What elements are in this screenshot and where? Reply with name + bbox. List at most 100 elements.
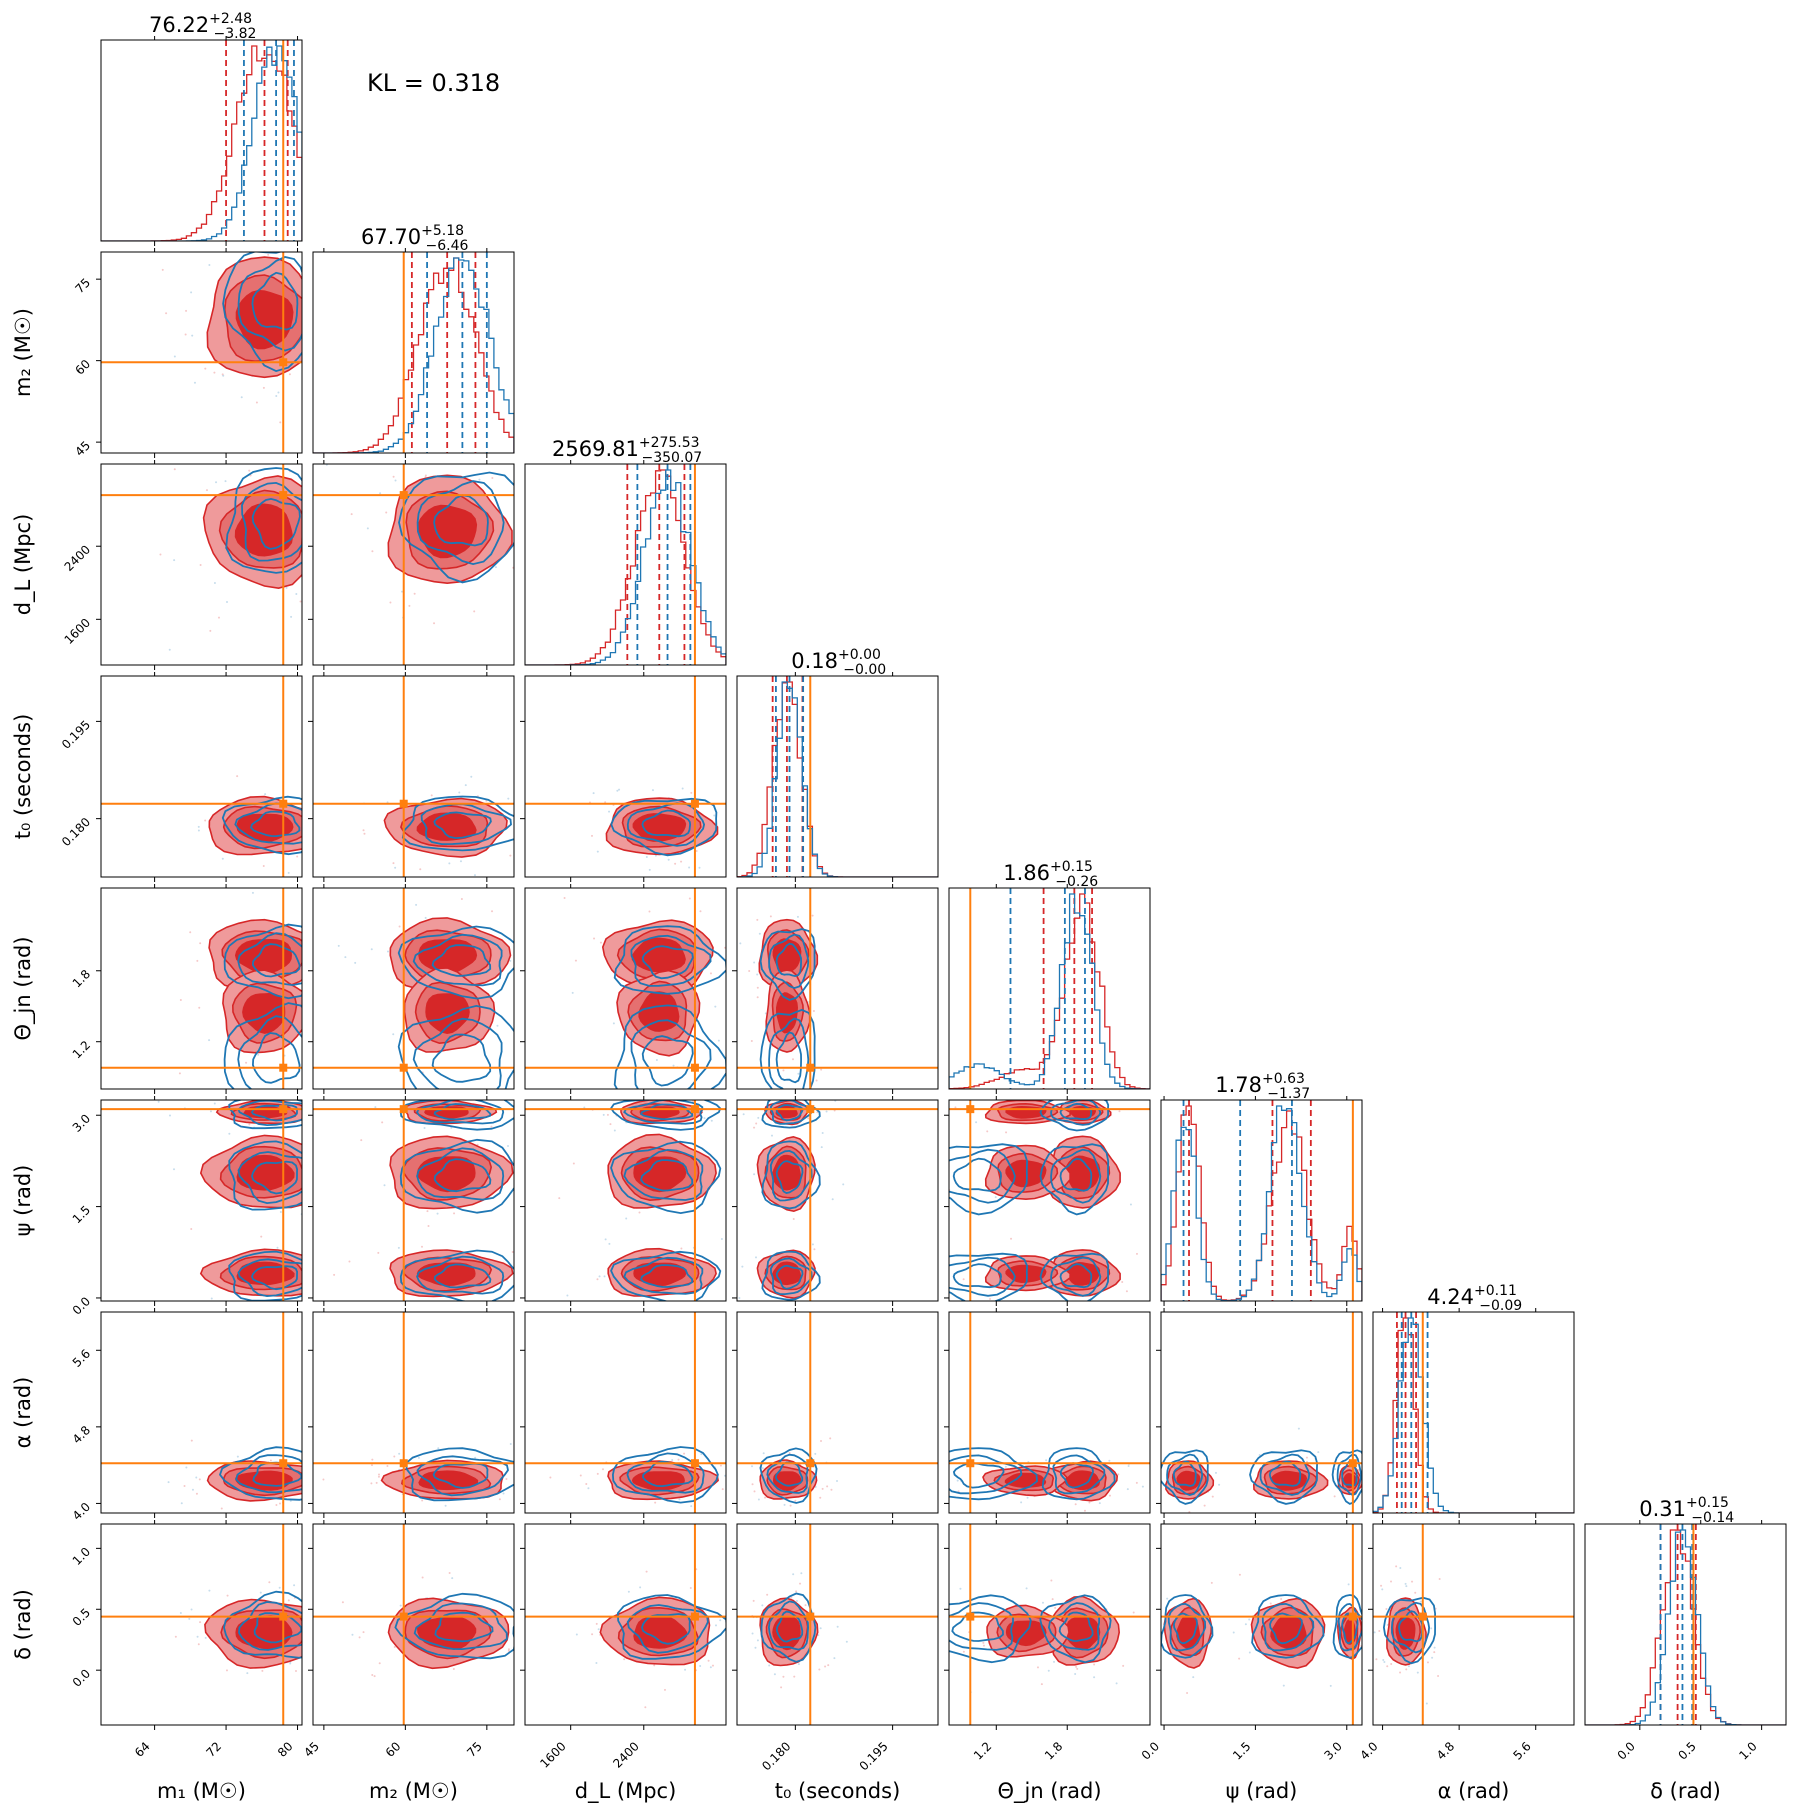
scatter-point xyxy=(397,1246,400,1249)
scatter-point xyxy=(826,1485,829,1488)
red-contour-inner xyxy=(776,992,799,1034)
scatter-point xyxy=(1135,1252,1138,1255)
truth-marker xyxy=(399,1612,408,1621)
scatter-point xyxy=(821,1487,824,1490)
scatter-point xyxy=(348,1260,351,1263)
scatter-point xyxy=(1438,1578,1441,1581)
scatter-point xyxy=(193,381,196,384)
panel-psi-theta_jn xyxy=(944,1096,1151,1306)
panel-content xyxy=(313,1524,514,1725)
red-contour-inner xyxy=(632,813,687,842)
y-tick-label-m2-2: 75 xyxy=(72,275,93,296)
scatter-point xyxy=(278,1586,281,1589)
scatter-point xyxy=(394,866,397,869)
scatter-point xyxy=(753,1126,756,1129)
scatter-point xyxy=(389,601,392,604)
blue-contour xyxy=(237,1015,302,1089)
scatter-point xyxy=(595,1622,598,1625)
scatter-point xyxy=(986,1130,989,1133)
panel-frame xyxy=(736,1311,939,1514)
scatter-point xyxy=(507,797,510,800)
blue-contour xyxy=(952,1462,1005,1489)
panel-psi-m2 xyxy=(308,1096,515,1306)
scatter-point xyxy=(579,1474,582,1477)
panel-frame xyxy=(736,887,939,1090)
scatter-point xyxy=(168,1114,171,1117)
scatter-point xyxy=(448,862,451,865)
scatter-point xyxy=(738,1296,741,1299)
truth-marker xyxy=(399,799,408,808)
panel-content xyxy=(525,676,726,877)
scatter-point xyxy=(833,1657,836,1660)
scatter-point xyxy=(199,1621,202,1624)
scatter-point xyxy=(398,1452,401,1455)
blue-contour xyxy=(412,1017,503,1089)
scatter-point xyxy=(695,850,698,853)
scatter-point xyxy=(408,604,411,607)
panel-content xyxy=(737,1312,938,1513)
blue-contour xyxy=(639,1103,694,1120)
x-tick-label-m1-0: 64 xyxy=(132,1739,153,1760)
scatter-point xyxy=(1045,1459,1048,1462)
panel-frame xyxy=(524,887,727,1090)
y-tick-label-alpha-1: 4.8 xyxy=(70,1423,93,1446)
scatter-point xyxy=(782,1069,785,1072)
x-axis-label-m1: m₁ (M☉) xyxy=(157,1779,246,1803)
panel-theta_jn-theta_jn: 1.86+0.15 −0.26 xyxy=(948,859,1151,1094)
scatter-point xyxy=(755,1122,758,1125)
blue-contour xyxy=(413,1602,508,1651)
scatter-point xyxy=(195,1476,198,1479)
blue-contour xyxy=(237,1151,302,1205)
panel-frame xyxy=(312,675,515,878)
blue-contour xyxy=(420,803,512,846)
scatter-point xyxy=(563,897,566,900)
title-t0: 0.18+0.00 −0.00 xyxy=(791,647,886,678)
panel-frame xyxy=(524,463,727,666)
scatter-point xyxy=(1369,1472,1371,1474)
scatter-point xyxy=(221,857,224,860)
scatter-point xyxy=(597,1628,600,1631)
scatter-point xyxy=(613,1129,616,1132)
y-tick-label-t0-0: 0.180 xyxy=(59,815,93,849)
scatter-point xyxy=(236,1455,239,1458)
scatter-point xyxy=(213,1102,216,1105)
scatter-point xyxy=(1329,1684,1332,1687)
panel-content xyxy=(1161,1524,1362,1725)
panel-alpha-dL xyxy=(520,1308,727,1518)
panel-content xyxy=(101,888,302,1089)
scatter-point xyxy=(719,1464,722,1467)
blue-contour xyxy=(775,1160,804,1194)
panel-delta-theta_jn: 1.2 1.8 xyxy=(944,1520,1151,1763)
blue-contour xyxy=(611,1446,719,1504)
scatter-point xyxy=(1375,1658,1378,1661)
scatter-point xyxy=(392,862,395,865)
truth-marker xyxy=(690,1063,699,1072)
scatter-point xyxy=(262,386,265,389)
x-axis-label-delta: δ (rad) xyxy=(1650,1779,1721,1803)
scatter-point xyxy=(191,334,194,337)
truth-marker xyxy=(806,1105,815,1114)
y-tick-label-delta-0: 0.0 xyxy=(70,1666,93,1689)
scatter-point xyxy=(558,1197,561,1200)
panel-alpha-t0 xyxy=(732,1308,939,1518)
panel-content xyxy=(313,888,514,1089)
title-plus-alpha: +0.11 xyxy=(1474,1283,1517,1299)
panel-frame xyxy=(948,1099,1151,1302)
scatter-point xyxy=(307,1265,309,1267)
title-plus-delta: +0.15 xyxy=(1686,1495,1729,1511)
scatter-point xyxy=(814,1452,817,1455)
scatter-point xyxy=(377,1251,380,1254)
scatter-point xyxy=(1232,1631,1235,1634)
scatter-point xyxy=(1108,1459,1111,1462)
x-tick-label-t0-0: 0.180 xyxy=(759,1739,793,1773)
scatter-point xyxy=(1238,1657,1241,1660)
scatter-point xyxy=(199,942,202,945)
y-tick-label-alpha-0: 4.0 xyxy=(70,1500,93,1523)
blue-contour xyxy=(433,1103,492,1121)
blue-contour xyxy=(768,933,810,990)
blue-contour xyxy=(241,481,302,562)
title-plus-psi: +0.63 xyxy=(1262,1071,1305,1087)
scatter-point xyxy=(213,371,216,374)
scatter-point xyxy=(294,1518,296,1520)
x-tick-label-m1-1: 72 xyxy=(203,1739,224,1760)
